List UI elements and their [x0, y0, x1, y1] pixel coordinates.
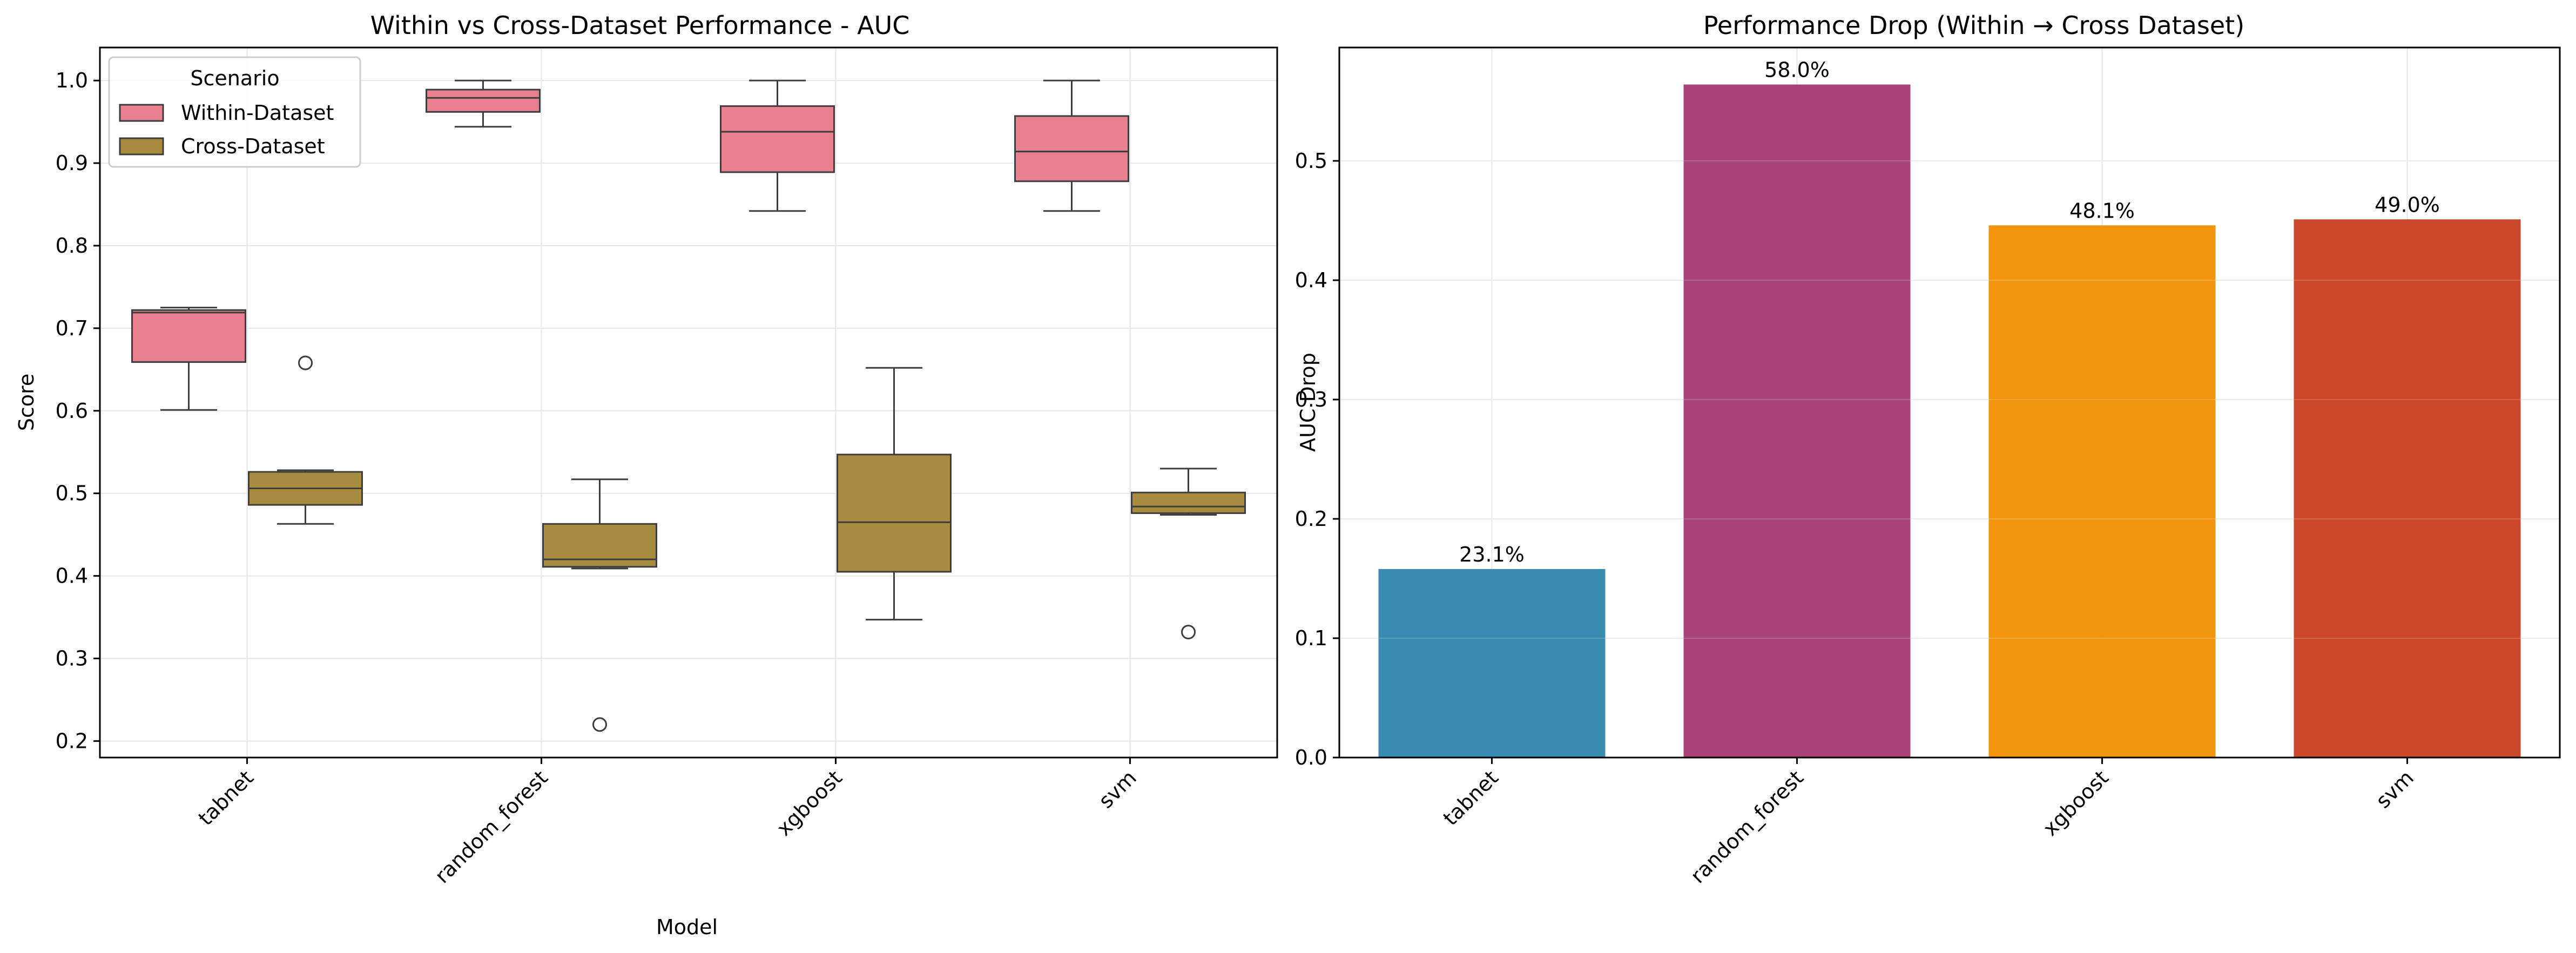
legend-title: Scenario — [190, 66, 279, 90]
box-outlier-point — [298, 355, 313, 370]
boxplot-plot-frame — [99, 46, 1278, 759]
bar-chart-y-ticks: 0.0 0.1 0.2 0.3 0.4 0.5 — [1295, 149, 1339, 769]
box-iqr — [720, 105, 835, 173]
bar-xgboost — [1988, 225, 2216, 758]
box-iqr — [837, 454, 952, 573]
boxplot-y-tick-label: 0.6 — [56, 399, 88, 423]
boxplot-legend: Scenario Within-Dataset Cross-Dataset — [108, 56, 361, 168]
box-within-xgboost — [720, 79, 835, 212]
legend-frame — [108, 56, 361, 168]
box-within-random_forest — [426, 79, 541, 128]
boxplot-y-tick-label: 0.4 — [56, 564, 88, 588]
bar-chart-y-tick-label: 0.4 — [1295, 268, 1327, 292]
box-cross-xgboost — [837, 367, 952, 621]
box-within-tabnet — [131, 307, 246, 411]
boxplot-boxes — [131, 79, 1246, 732]
bar-chart-y-tick-label: 0.0 — [1295, 746, 1327, 769]
box-iqr — [542, 523, 657, 568]
legend-label-within: Within-Dataset — [181, 101, 334, 125]
box-iqr — [426, 89, 541, 113]
box-iqr — [131, 309, 246, 363]
box-cross-tabnet — [248, 355, 363, 525]
box-cross-random_forest — [542, 478, 657, 732]
box-outlier-point — [1181, 625, 1196, 640]
bar-chart-y-tick-label: 0.3 — [1295, 388, 1327, 411]
boxplot-y-tick-label: 0.9 — [56, 151, 88, 175]
bar-chart-bar-labels: 23.1% 58.0% 48.1% 49.0% — [1459, 58, 2440, 566]
bar-tabnet — [1378, 569, 1606, 758]
bar-chart-y-axis-label: AUC Drop — [1296, 353, 1320, 452]
boxplot-y-axis-label: Score — [15, 374, 38, 431]
bar-chart-title: Performance Drop (Within → Cross Dataset… — [1703, 11, 2244, 40]
bar-svm — [2294, 219, 2521, 758]
box-cross-svm — [1131, 468, 1246, 640]
bar-chart-y-tick-label: 0.2 — [1295, 507, 1327, 531]
bar-value-label: 48.1% — [2069, 199, 2135, 222]
boxplot-title: Within vs Cross-Dataset Performance - AU… — [370, 11, 910, 40]
bar-chart-y-tick-label: 0.5 — [1295, 149, 1327, 173]
box-outlier-point — [592, 717, 607, 732]
legend-swatch-cross — [119, 137, 164, 156]
box-within-svm — [1014, 79, 1129, 212]
boxplot-y-tick-label: 0.5 — [56, 482, 88, 505]
bar-random_forest — [1683, 84, 1911, 758]
boxplot-y-tick-label: 1.0 — [56, 69, 88, 92]
boxplot-y-tick-label: 0.2 — [56, 729, 88, 753]
boxplot-y-tick-label: 0.3 — [56, 647, 88, 671]
bar-value-label: 58.0% — [1764, 58, 1830, 82]
bar-value-label: 49.0% — [2375, 193, 2440, 217]
boxplot-y-tick-label: 0.7 — [56, 316, 88, 340]
boxplot-y-ticks: 0.2 0.3 0.4 0.5 0.6 0.7 0.8 0.9 1.0 — [56, 69, 100, 753]
boxplot-y-tick-label: 0.8 — [56, 234, 88, 258]
box-iqr — [1014, 115, 1129, 183]
bar-chart-bars — [1339, 84, 2560, 758]
bar-chart-plot-frame — [1338, 46, 2561, 759]
bar-value-label: 23.1% — [1459, 543, 1525, 566]
bar-chart-y-tick-label: 0.1 — [1295, 626, 1327, 650]
legend-label-cross: Cross-Dataset — [181, 134, 325, 158]
legend-swatch-within — [119, 104, 164, 122]
box-iqr — [1131, 491, 1246, 514]
boxplot-x-axis-label: Model — [656, 915, 718, 939]
